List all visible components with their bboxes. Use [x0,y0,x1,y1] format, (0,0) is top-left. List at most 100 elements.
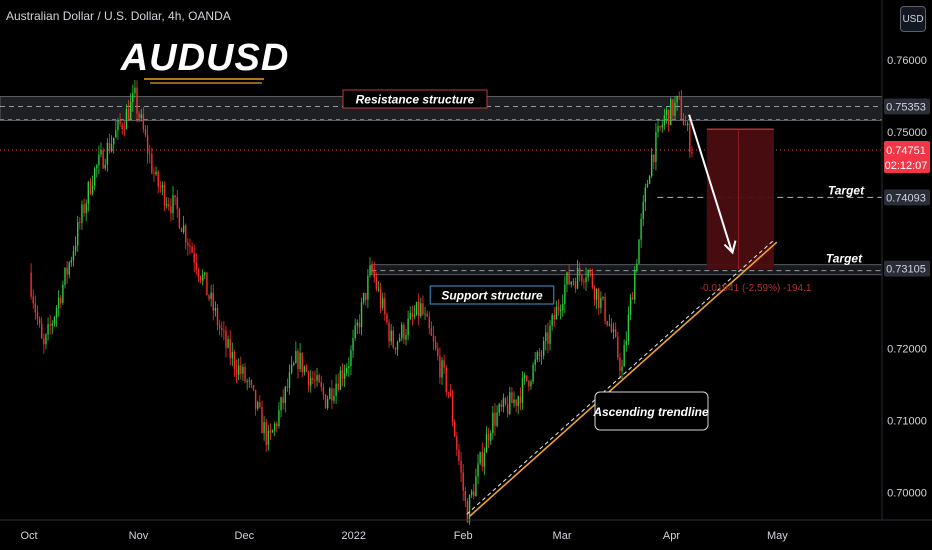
candle-body [216,307,219,326]
candle-body [587,270,589,278]
candle-body [235,368,238,375]
resistance-structure[interactable]: Resistance structure [342,89,488,109]
resistance-price-tag[interactable]: 0.75353 [884,98,930,115]
current-price-tag[interactable]: 0.74751 02:12:07 [884,140,930,173]
symbol-header[interactable]: Australian Dollar / U.S. Dollar, 4h, OAN… [6,9,231,23]
support-price-tag[interactable]: 0.73105 [884,260,930,277]
candle-body [394,347,397,350]
candle-body [661,124,663,128]
candle-body [121,124,123,129]
candle-body [210,292,212,299]
candle-body [229,339,231,359]
candle-body [530,381,532,387]
trendline[interactable] [469,241,778,517]
candle-body [625,340,627,345]
candle-body [180,228,183,233]
candle-body [273,423,276,431]
candle-body [602,296,604,299]
candle-body [290,364,293,373]
candle-body [621,366,623,372]
candle-body [174,195,176,198]
candle-body [206,272,208,296]
candle-body [320,382,322,388]
current-price-bg [884,140,930,173]
forecast-arrow[interactable] [688,114,733,251]
candle-body [572,281,575,283]
candle-body [386,314,388,323]
candle-body [214,307,217,311]
y-tick-label: 0.75000 [887,127,927,139]
candle-body [282,397,284,403]
candle-body [517,396,519,406]
candle-body [352,337,354,351]
candle-body [113,137,115,145]
candle-body [227,339,229,348]
candle-body [657,126,659,133]
candle-body [509,392,511,414]
x-tick-label: May [767,530,788,542]
candle-body [581,275,583,282]
candle-body [623,344,625,367]
candle-body [326,398,329,409]
candle-body [593,287,596,300]
candle-body [108,142,111,152]
candle-body [254,389,257,409]
candle-body [490,433,492,441]
candle-body [87,181,90,204]
candle-body [411,313,414,317]
currency-badge[interactable]: USD [900,6,926,32]
candle-body [123,128,126,130]
candle-body [51,323,53,326]
ascending-trendline-note[interactable]: Ascending trendline [592,391,709,431]
candle-body [204,272,206,275]
candle-body [401,324,403,339]
candle-body [405,334,407,340]
candle-body [182,225,185,233]
candle-body [473,491,475,497]
candle-body [199,276,202,281]
candle-body [318,375,320,383]
candle-body [343,373,346,379]
candle-body [447,392,450,393]
candle-body [299,352,301,370]
candle-body [426,313,428,317]
candle-body [41,323,43,339]
x-tick-label: Dec [235,530,255,542]
candle-body [665,109,668,116]
candle-body [309,378,312,386]
target-price-tag[interactable]: 0.74093 [884,189,930,206]
y-tick-label: 0.71000 [887,415,927,427]
candles [30,79,693,525]
candle-body [557,306,560,311]
candle-body [201,274,204,281]
candle-body [163,184,166,206]
candle-body [102,150,104,169]
candle-body [303,366,306,373]
candle-body [619,357,621,372]
candle-body [614,329,617,337]
candle-body [280,397,282,411]
candle-body [513,399,515,404]
support-zone [370,264,883,276]
candle-body [66,267,68,275]
support-structure[interactable]: Support structure [429,285,555,305]
candle-body [511,392,513,404]
candle-body [301,352,303,373]
candle-body [462,472,464,491]
resistance-structure-label: Resistance structure [356,93,475,107]
candle-body [551,314,553,326]
candle-body [409,313,411,319]
candle-body [45,334,47,345]
x-tick-label: Mar [553,530,572,542]
candle-body [487,434,490,441]
candle-body [439,356,441,378]
candle-body [485,434,488,453]
short-position-box[interactable] [706,129,774,270]
resistance-price-tag-text: 0.75353 [886,102,926,114]
candle-body [100,150,102,155]
candle-body [534,359,536,365]
candle-body [36,312,39,319]
candle-body [676,96,678,103]
candle-body [252,385,255,390]
